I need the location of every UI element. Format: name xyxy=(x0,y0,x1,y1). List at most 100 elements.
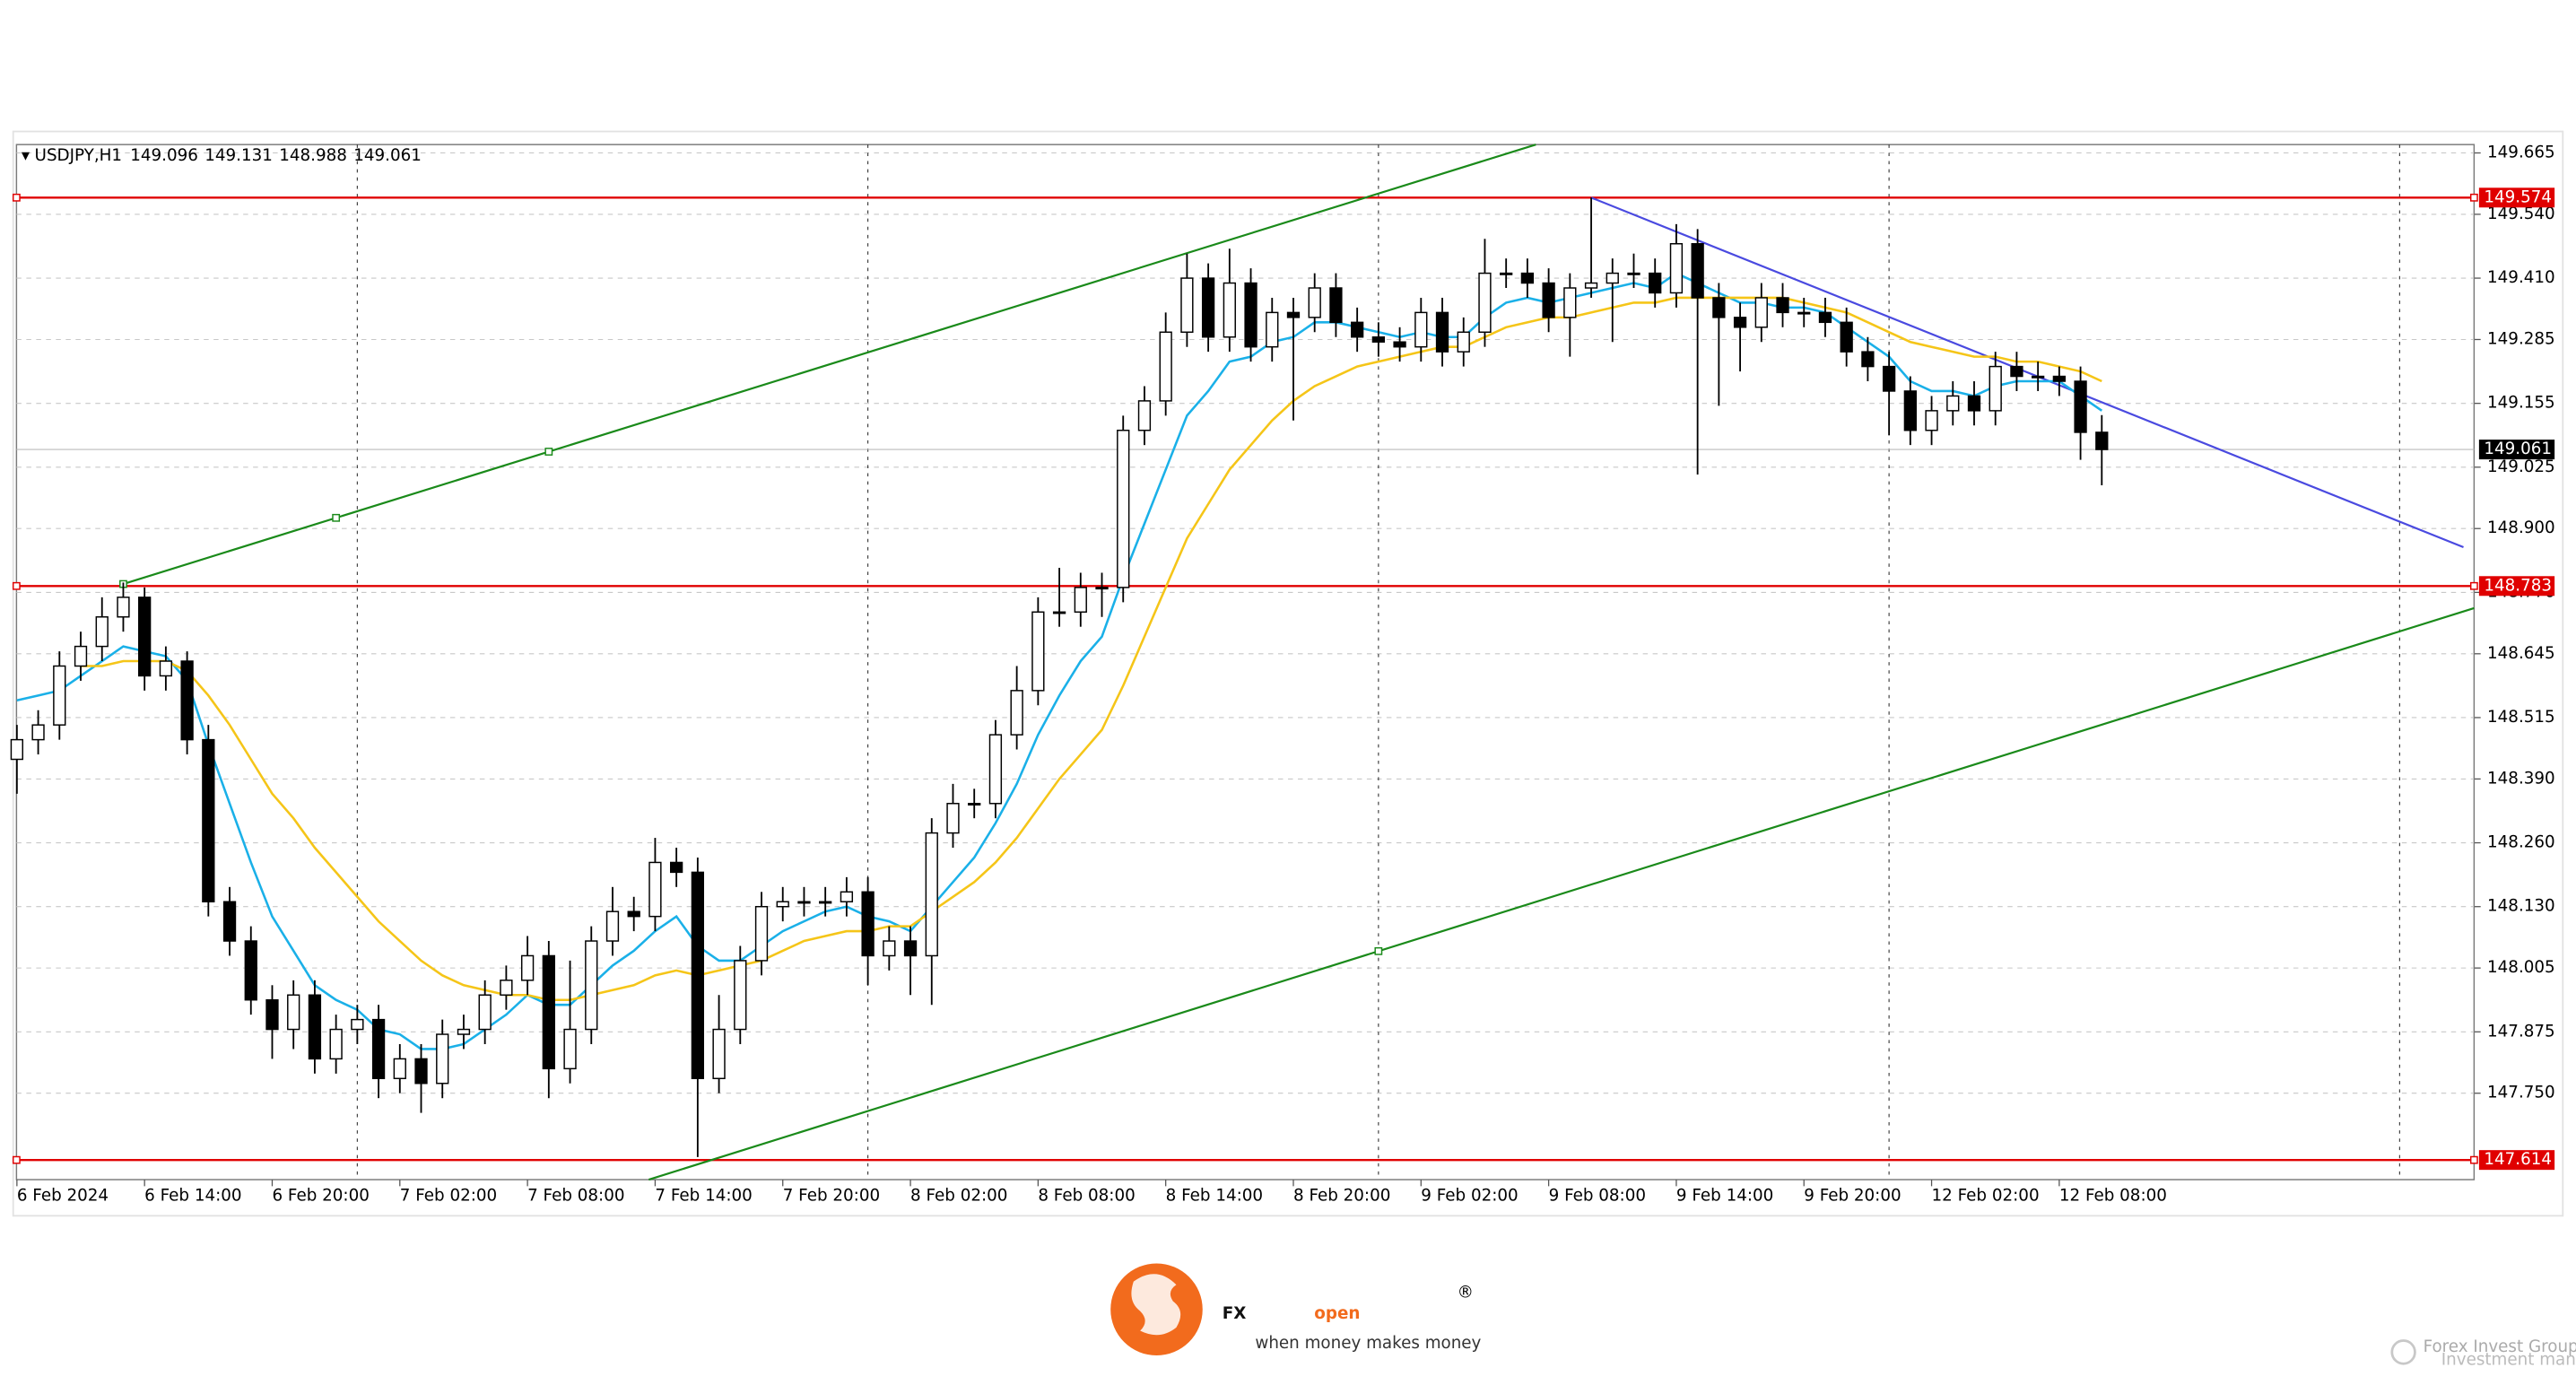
candle-body xyxy=(1350,321,1364,338)
candle-body xyxy=(712,1028,726,1080)
candle-body xyxy=(1818,311,1832,324)
level-anchor xyxy=(12,193,21,202)
candle-body xyxy=(1861,351,1875,368)
candle-body xyxy=(1776,297,1789,314)
candle-body xyxy=(1074,587,1087,614)
candle-body xyxy=(946,803,960,834)
candle-body xyxy=(2010,365,2023,378)
y-tick-label: 148.005 xyxy=(2487,958,2555,977)
candle-body xyxy=(1244,282,1258,348)
x-tick-label: 6 Feb 2024 xyxy=(17,1186,109,1205)
x-tick-label: 12 Feb 02:00 xyxy=(1932,1186,2040,1205)
watermark: Forex Invest Group OU Investment managem… xyxy=(2390,1337,2576,1370)
header-high: 149.131 xyxy=(205,146,273,165)
candle-body xyxy=(265,998,279,1031)
candle-body xyxy=(393,1058,406,1080)
x-tick-label: 8 Feb 02:00 xyxy=(910,1186,1007,1205)
y-tick-label: 149.025 xyxy=(2487,457,2555,476)
candle-body xyxy=(1967,395,1981,412)
candle-body xyxy=(1478,272,1492,334)
candle-body xyxy=(669,861,683,874)
candle-body xyxy=(903,940,918,957)
last-price-label: 149.061 xyxy=(2484,440,2552,458)
header-open: 149.096 xyxy=(130,146,198,165)
candle-body xyxy=(1691,243,1704,299)
brand-fx: FX xyxy=(1223,1304,1247,1323)
tagline: when money makes money xyxy=(1255,1334,1481,1353)
logo-figure xyxy=(1131,1274,1181,1336)
candle-body xyxy=(1925,410,1938,431)
header: ▾ USDJPY,H1 149.096 149.131 148.988 149.061 xyxy=(22,146,422,165)
candle-body xyxy=(222,901,237,942)
header-low: 148.988 xyxy=(279,146,347,165)
candle-body xyxy=(457,1028,471,1035)
trendline xyxy=(123,144,1536,586)
level-anchor xyxy=(2469,193,2478,202)
candle-body xyxy=(1052,611,1066,614)
candle-body xyxy=(117,597,130,618)
candle-body xyxy=(1329,287,1343,324)
y-tick-label: 149.665 xyxy=(2487,143,2555,161)
candle-body xyxy=(95,616,109,648)
registered-mark: ® xyxy=(1458,1283,1474,1302)
candle-body xyxy=(925,832,938,957)
candle-body xyxy=(1223,282,1236,338)
x-tick-label: 7 Feb 20:00 xyxy=(783,1186,880,1205)
level-anchor xyxy=(2469,1155,2478,1164)
x-tick-label: 7 Feb 08:00 xyxy=(527,1186,624,1205)
candle-body xyxy=(244,940,257,1001)
candle-body xyxy=(1903,390,1917,431)
x-tick-label: 9 Feb 14:00 xyxy=(1676,1186,1773,1205)
x-tick-label: 8 Feb 20:00 xyxy=(1293,1186,1390,1205)
candle-body xyxy=(861,891,875,957)
candle-body xyxy=(287,994,300,1031)
candle-body xyxy=(1393,341,1406,348)
candle-body xyxy=(500,980,513,996)
candle-body xyxy=(1520,272,1535,284)
candle-body xyxy=(1712,297,1726,318)
candle-body xyxy=(478,994,492,1031)
candle-body xyxy=(351,1018,364,1031)
y-tick-label: 147.750 xyxy=(2487,1084,2555,1102)
candle-body xyxy=(1371,336,1386,343)
moving-average xyxy=(16,272,2103,1050)
candle-body xyxy=(1180,277,1194,334)
level-label-bg xyxy=(2478,1150,2555,1171)
x-tick-label: 9 Feb 02:00 xyxy=(1421,1186,1518,1205)
candle-body xyxy=(585,940,598,1031)
candle-body xyxy=(1797,311,1811,315)
candle-body xyxy=(138,597,152,677)
trendline-anchor xyxy=(332,513,341,522)
candle-body xyxy=(1606,272,1619,284)
candle-body xyxy=(329,1028,343,1060)
y-tick-label: 148.645 xyxy=(2487,644,2555,663)
candle-body xyxy=(1649,272,1662,294)
candle-body xyxy=(776,901,789,908)
x-tick-label: 7 Feb 02:00 xyxy=(400,1186,497,1205)
candle-body xyxy=(1840,321,1853,353)
candle-body xyxy=(2074,380,2087,433)
candle-body xyxy=(10,738,23,761)
y-tick-label: 149.155 xyxy=(2487,394,2555,413)
candle-body xyxy=(53,665,66,726)
x-tick-label: 9 Feb 08:00 xyxy=(1549,1186,1646,1205)
candle-body xyxy=(1669,243,1684,294)
menu-arrow: ▾ xyxy=(22,146,30,165)
candle-body xyxy=(1286,311,1301,318)
candle-body xyxy=(988,734,1003,805)
y-tick-label: 148.900 xyxy=(2487,518,2555,537)
candle-body xyxy=(627,910,640,918)
level-anchor xyxy=(12,1155,21,1164)
candle-body xyxy=(1201,277,1215,338)
candle-body xyxy=(1989,365,2002,412)
candle-body xyxy=(2095,431,2109,450)
candle-body xyxy=(1882,365,1896,392)
candle-body xyxy=(180,660,194,741)
y-tick-label: 148.515 xyxy=(2487,708,2555,727)
candle-body xyxy=(883,940,896,957)
candle-body xyxy=(1584,282,1598,289)
trendline-anchor xyxy=(1374,946,1383,955)
candle-body xyxy=(1031,611,1045,692)
candle-body xyxy=(1733,317,1747,328)
